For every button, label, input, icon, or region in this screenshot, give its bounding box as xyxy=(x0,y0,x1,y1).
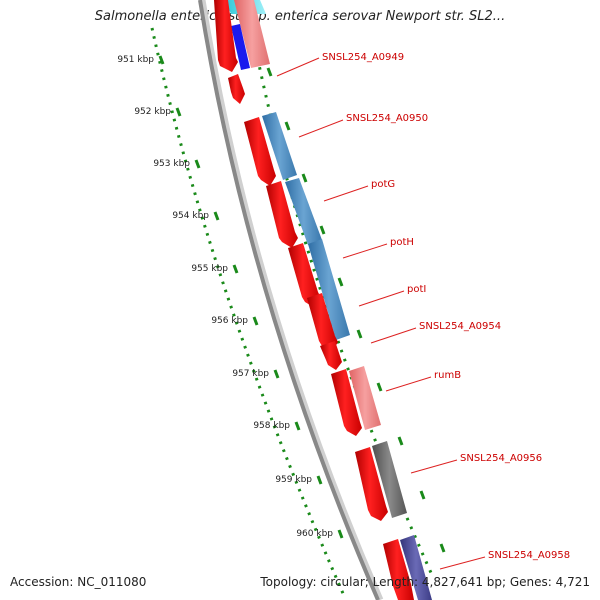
gene-label-leader xyxy=(342,243,388,259)
gene-label-leader xyxy=(439,556,486,570)
scale-tick-label: 960 kbp xyxy=(296,529,333,539)
gene-label: potI xyxy=(407,284,426,295)
cds-arrow xyxy=(228,74,245,104)
cds-arrow xyxy=(331,369,362,436)
outer-tick-mark xyxy=(376,382,383,392)
cds-arrow xyxy=(383,539,414,600)
gene-label: SNSL254_A0949 xyxy=(322,52,404,63)
gene-label: potG xyxy=(371,179,395,190)
feature-pink-rumB xyxy=(349,366,381,430)
topology-summary: Topology: circular; Length: 4,827,641 bp… xyxy=(260,575,590,589)
outer-tick-mark xyxy=(439,543,446,553)
map-title: Salmonella enterica subsp. enterica sero… xyxy=(94,9,506,24)
feature-blue-1 xyxy=(262,112,297,180)
gene-label: SNSL254_A0954 xyxy=(419,321,501,332)
scale-tick-label: 953 kbp xyxy=(153,159,190,169)
outer-tick-mark xyxy=(319,225,326,235)
cds-arrow xyxy=(214,0,238,72)
gene-label: SNSL254_A0950 xyxy=(346,113,428,124)
scale-tick-mark xyxy=(252,316,259,326)
scale-tick-mark xyxy=(294,421,301,431)
cds-arrow xyxy=(288,243,321,308)
cds-track xyxy=(214,0,414,600)
outer-tick-mark xyxy=(266,67,273,77)
gene-label-leader xyxy=(323,185,369,202)
outer-ring-dots xyxy=(250,29,434,576)
scale-tick-label: 954 kbp xyxy=(172,211,209,221)
scale-tick-marks xyxy=(158,55,344,539)
scale-tick-labels: 951 kbp 952 kbp 953 kbp 954 kbp 955 kbp 956 k… xyxy=(117,55,333,539)
gene-label: potH xyxy=(390,237,414,248)
cds-arrow xyxy=(244,117,276,186)
scale-ring-dots xyxy=(150,27,347,599)
feature-track xyxy=(225,0,432,600)
scale-tick-mark xyxy=(337,529,344,539)
outer-tick-mark xyxy=(284,121,291,131)
gene-label: SNSL254_A0956 xyxy=(460,453,542,464)
outer-tick-mark xyxy=(337,277,344,287)
outer-tick-mark xyxy=(419,490,426,500)
scale-tick-mark xyxy=(158,55,165,65)
outer-tick-mark xyxy=(397,436,404,446)
genome-backbone xyxy=(198,0,380,600)
feature-gray xyxy=(372,441,407,518)
gene-label: SNSL254_A0958 xyxy=(488,550,570,561)
gene-label-leader xyxy=(298,119,344,138)
gene-labels: SNSL254_A0949 SNSL254_A0950 potG potH potI SN… xyxy=(276,52,570,570)
scale-tick-mark xyxy=(273,369,280,379)
gene-label-leader xyxy=(276,57,320,77)
cds-arrow xyxy=(266,181,298,248)
gene-label-leader xyxy=(385,376,432,392)
feature-pink-top xyxy=(234,0,270,68)
scale-tick-label: 958 kbp xyxy=(253,421,290,431)
cds-arrow xyxy=(355,447,388,521)
feature-purple xyxy=(400,535,432,600)
scale-tick-mark xyxy=(316,475,323,485)
scale-tick-mark xyxy=(232,264,239,274)
feature-blue-2 xyxy=(285,178,322,245)
scale-tick-label: 955 kbp xyxy=(191,264,228,274)
gene-label-leader xyxy=(370,327,417,344)
cds-arrow xyxy=(307,293,338,352)
outer-tick-marks xyxy=(266,67,446,553)
gene-label-leader xyxy=(410,459,458,474)
outer-tick-mark xyxy=(356,329,363,339)
scale-tick-mark xyxy=(213,211,220,221)
scale-tick-label: 956 kbp xyxy=(211,316,248,326)
scale-tick-label: 952 kbp xyxy=(134,107,171,117)
cds-arrow xyxy=(320,341,342,370)
scale-tick-label: 957 kbp xyxy=(232,369,269,379)
gene-label: rumB xyxy=(434,370,461,381)
scale-tick-label: 959 kbp xyxy=(275,475,312,485)
feature-blue-3 xyxy=(308,239,350,340)
gene-label-leader xyxy=(358,290,405,307)
feature-blue-dark xyxy=(231,24,250,70)
scale-tick-mark xyxy=(175,107,182,117)
outer-tick-mark xyxy=(301,173,308,183)
accession-text: Accession: NC_011080 xyxy=(10,575,147,589)
scale-tick-label: 951 kbp xyxy=(117,55,154,65)
scale-tick-mark xyxy=(194,159,201,169)
